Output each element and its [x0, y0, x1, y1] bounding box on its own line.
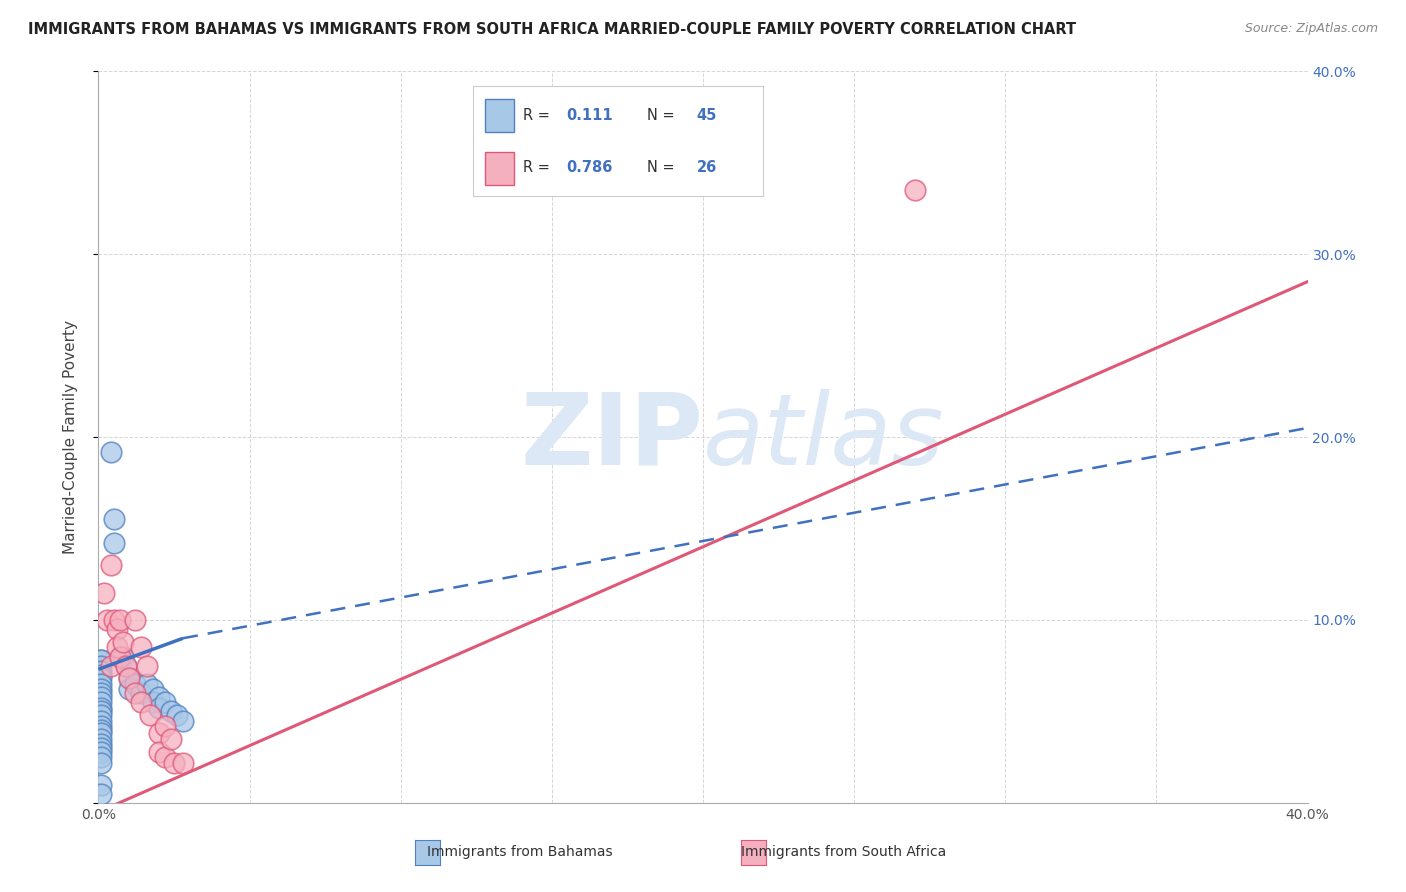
Point — [90, 664, 112, 678]
Point — [90, 695, 112, 709]
Point — [90, 731, 112, 746]
Point — [124, 613, 146, 627]
Point — [90, 714, 112, 728]
Point — [96, 613, 118, 627]
Point — [103, 536, 125, 550]
Point — [100, 658, 122, 673]
Point — [93, 585, 115, 599]
Point — [90, 677, 112, 691]
Point — [90, 778, 112, 792]
Point — [135, 677, 157, 691]
Point — [90, 658, 112, 673]
Point — [163, 756, 186, 770]
Text: Source: ZipAtlas.com: Source: ZipAtlas.com — [1244, 22, 1378, 36]
Point — [160, 731, 183, 746]
Point — [90, 737, 112, 751]
Point — [153, 695, 176, 709]
Point — [103, 613, 125, 627]
Point — [166, 708, 188, 723]
Point — [172, 714, 194, 728]
Point — [103, 512, 125, 526]
Point — [153, 750, 176, 764]
Point — [90, 719, 112, 733]
Point — [90, 740, 112, 755]
Point — [139, 708, 162, 723]
Point — [90, 690, 112, 704]
Point — [90, 700, 112, 714]
Point — [153, 719, 176, 733]
Point — [108, 613, 131, 627]
Point — [100, 558, 122, 573]
Point — [108, 649, 131, 664]
Text: Immigrants from Bahamas: Immigrants from Bahamas — [427, 846, 613, 859]
Point — [172, 756, 194, 770]
Point — [148, 690, 170, 704]
Point — [129, 686, 152, 700]
Point — [148, 700, 170, 714]
Point — [90, 672, 112, 686]
Point — [148, 726, 170, 740]
Text: ZIP: ZIP — [520, 389, 703, 485]
Text: Immigrants from South Africa: Immigrants from South Africa — [741, 846, 946, 859]
Point — [105, 640, 128, 655]
Point — [118, 682, 141, 697]
Point — [90, 705, 112, 719]
Point — [124, 677, 146, 691]
Point — [90, 653, 112, 667]
Point — [90, 682, 112, 697]
Point — [100, 444, 122, 458]
Point — [114, 658, 136, 673]
Point — [142, 695, 165, 709]
Point — [111, 635, 134, 649]
Point — [90, 667, 112, 681]
Point — [118, 672, 141, 686]
Point — [90, 787, 112, 801]
Text: IMMIGRANTS FROM BAHAMAS VS IMMIGRANTS FROM SOUTH AFRICA MARRIED-COUPLE FAMILY PO: IMMIGRANTS FROM BAHAMAS VS IMMIGRANTS FR… — [28, 22, 1076, 37]
Text: atlas: atlas — [703, 389, 945, 485]
Point — [129, 695, 152, 709]
Point — [90, 723, 112, 737]
Point — [90, 750, 112, 764]
Point — [90, 745, 112, 759]
Point — [160, 705, 183, 719]
Point — [148, 745, 170, 759]
Point — [90, 708, 112, 723]
Point — [118, 672, 141, 686]
Point — [129, 640, 152, 655]
Point — [90, 726, 112, 740]
Point — [108, 649, 131, 664]
Y-axis label: Married-Couple Family Poverty: Married-Couple Family Poverty — [63, 320, 77, 554]
Point — [90, 756, 112, 770]
Point — [105, 622, 128, 636]
Point — [124, 686, 146, 700]
Point — [114, 658, 136, 673]
Point — [142, 682, 165, 697]
Point — [135, 658, 157, 673]
Point — [90, 653, 112, 667]
Point — [904, 183, 927, 197]
Point — [111, 649, 134, 664]
Point — [90, 686, 112, 700]
